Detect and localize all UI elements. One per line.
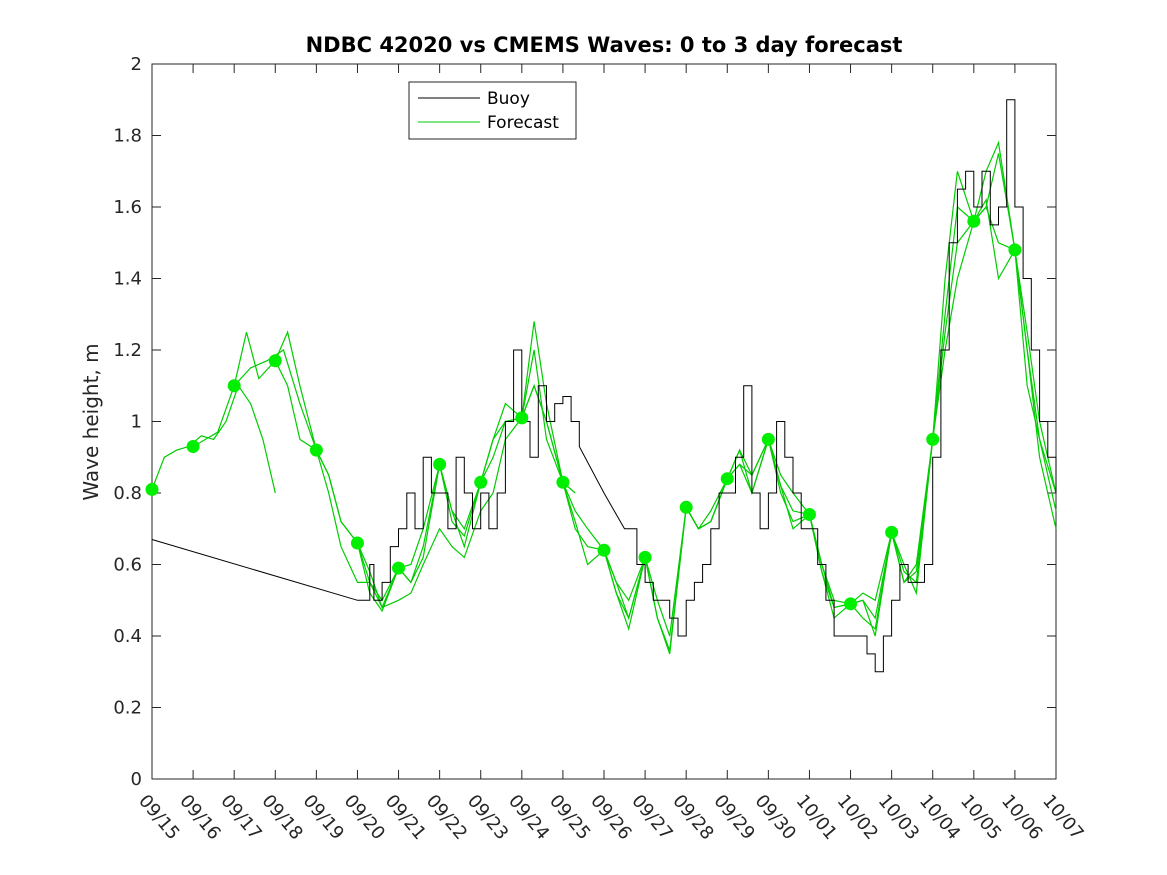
x-tick-label: 09/21 [381, 791, 430, 844]
x-tick-label: 09/19 [299, 791, 348, 844]
y-tick-label: 1.6 [113, 197, 142, 218]
x-tick-label: 10/02 [833, 791, 882, 844]
x-tick-label: 10/07 [1038, 791, 1087, 844]
forecast-line [151, 384, 276, 494]
forecast-point [474, 475, 488, 489]
forecast-point [268, 354, 282, 368]
x-tick-label: 09/20 [340, 791, 389, 844]
forecast-point [145, 482, 159, 496]
forecast-point [433, 457, 447, 471]
x-tick-label: 09/16 [175, 791, 224, 844]
forecast-point [885, 525, 899, 539]
forecast-point [720, 472, 734, 486]
forecast-point [597, 543, 611, 557]
x-tick-label: 09/28 [668, 791, 717, 844]
x-tick-label: 09/17 [216, 791, 265, 844]
forecast-point [1008, 243, 1022, 257]
y-tick-label: 2 [131, 54, 142, 75]
forecast-line [356, 321, 646, 613]
forecast-point [392, 561, 406, 575]
forecast-point [844, 597, 858, 611]
y-tick-label: 0.8 [113, 483, 142, 504]
x-tick-label: 09/27 [627, 791, 676, 844]
y-tick-label: 0.2 [113, 698, 142, 719]
plot-area [151, 63, 1057, 780]
forecast-line [932, 198, 1057, 494]
legend-box [408, 81, 577, 140]
forecast-point [515, 411, 529, 425]
legend-forecast-label: Forecast [487, 113, 559, 133]
y-axis: 0 0.2 0.4 0.6 0.8 1 1.2 1.4 1.6 1.8 2 [113, 54, 1056, 790]
x-tick-label: 09/15 [134, 791, 183, 844]
y-tick-label: 1.8 [113, 126, 142, 147]
x-tick-label: 10/03 [874, 791, 923, 844]
forecast-point [309, 443, 323, 457]
x-tick-label: 09/24 [504, 791, 553, 844]
forecast-point [679, 500, 693, 514]
x-tick-label: 10/01 [792, 791, 841, 844]
forecast-point [638, 550, 652, 564]
x-tick-label: 09/25 [545, 791, 594, 844]
x-tick-label: 09/18 [257, 791, 306, 844]
x-tick-label: 10/04 [915, 791, 964, 844]
y-tick-label: 0 [131, 769, 142, 790]
forecast-point [926, 432, 940, 446]
forecast-line [685, 153, 1057, 620]
y-tick-label: 0.4 [113, 626, 142, 647]
buoy-line [151, 99, 1057, 673]
forecast-point [186, 440, 200, 454]
y-tick-label: 1 [131, 412, 142, 433]
x-tick-label: 09/30 [751, 791, 800, 844]
buoy-series [151, 99, 1057, 673]
y-tick-label: 1.2 [113, 340, 142, 361]
x-tick-label: 09/22 [422, 791, 471, 844]
y-axis-label: Wave height, m [79, 343, 103, 500]
x-tick-label: 10/06 [997, 791, 1046, 844]
forecast-point [761, 432, 775, 446]
chart-title: NDBC 42020 vs CMEMS Waves: 0 to 3 day fo… [306, 33, 903, 57]
forecast-line [192, 330, 317, 451]
forecast-point [967, 214, 981, 228]
forecast-point [227, 379, 241, 393]
y-tick-label: 1.4 [113, 269, 142, 290]
legend-buoy-label: Buoy [487, 89, 530, 109]
x-tick-label: 09/23 [463, 791, 512, 844]
forecast-initial-points [145, 214, 1022, 611]
y-tick-label: 0.6 [113, 555, 142, 576]
forecast-point [556, 475, 570, 489]
x-tick-label: 09/29 [709, 791, 758, 844]
forecast-point [350, 536, 364, 550]
x-tick-label: 10/05 [956, 791, 1005, 844]
x-tick-label: 09/26 [586, 791, 635, 844]
legend: Buoy Forecast [408, 81, 577, 140]
forecast-point [802, 507, 816, 521]
forecast-line [850, 205, 1057, 631]
